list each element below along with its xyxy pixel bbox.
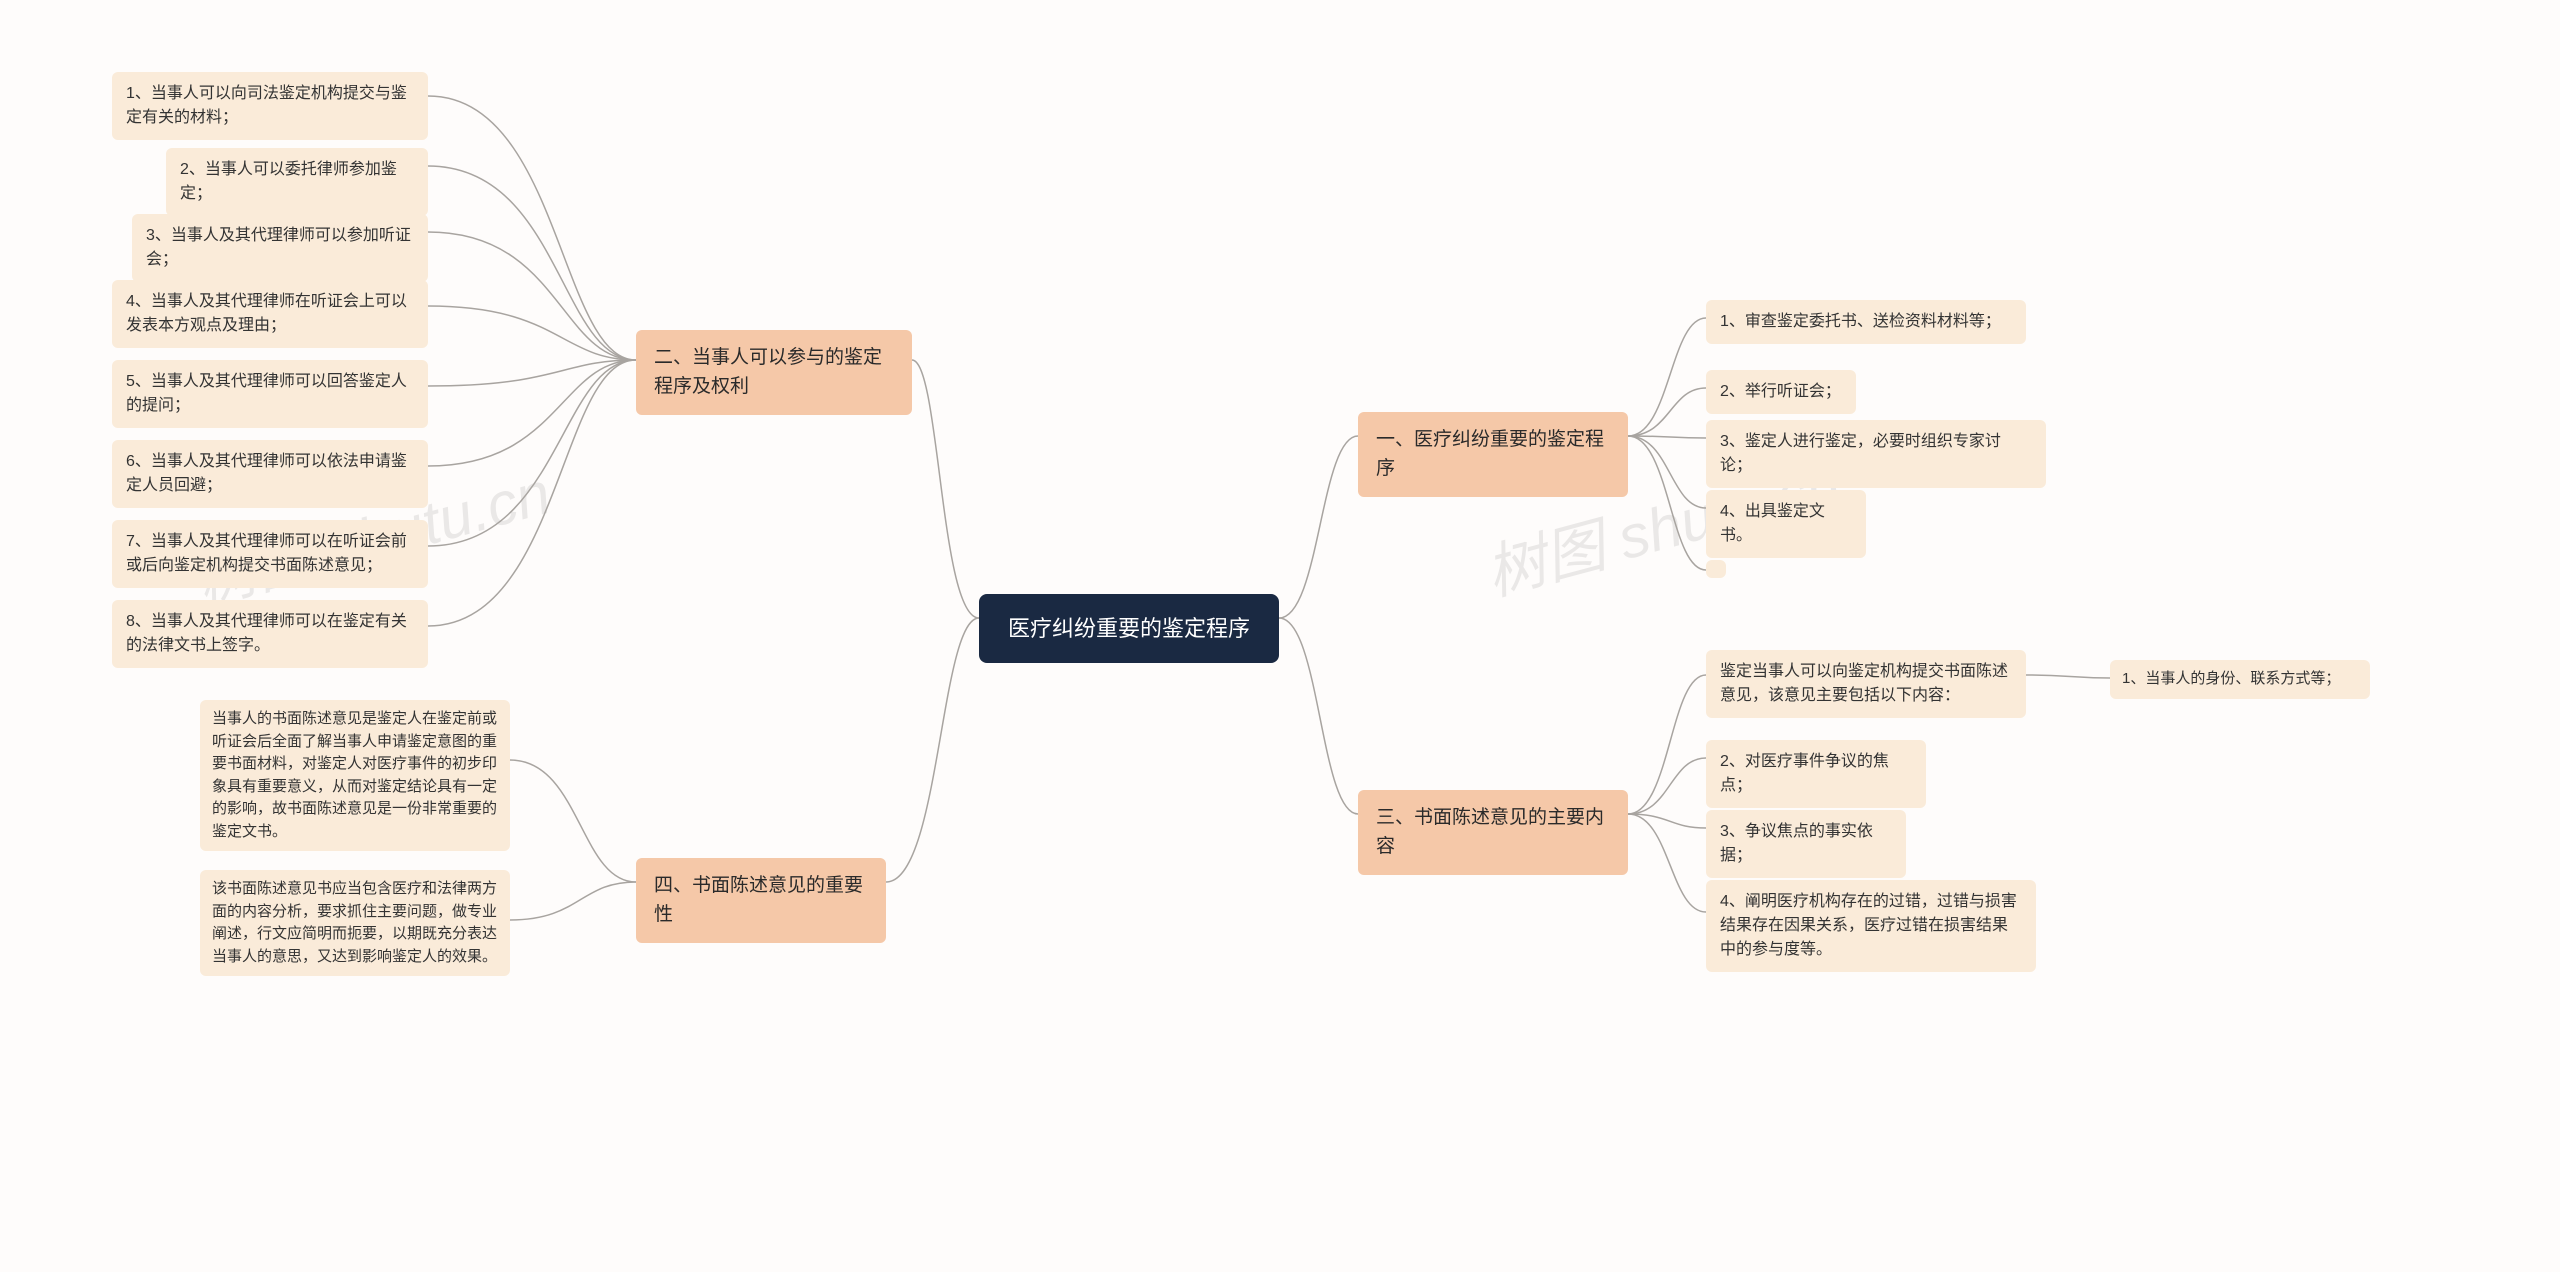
leaf-2-7[interactable]: 7、当事人及其代理律师可以在听证会前或后向鉴定机构提交书面陈述意见；: [112, 520, 428, 588]
leaf-1-4[interactable]: 4、出具鉴定文书。: [1706, 490, 1866, 558]
leaf-3-4[interactable]: 4、阐明医疗机构存在的过错，过错与损害结果存在因果关系，医疗过错在损害结果中的参…: [1706, 880, 2036, 972]
branch-1[interactable]: 一、医疗纠纷重要的鉴定程序: [1358, 412, 1628, 497]
leaf-1-2[interactable]: 2、举行听证会；: [1706, 370, 1856, 414]
branch-2[interactable]: 二、当事人可以参与的鉴定程序及权利: [636, 330, 912, 415]
leaf-2-1[interactable]: 1、当事人可以向司法鉴定机构提交与鉴定有关的材料；: [112, 72, 428, 140]
leaf-1-5-empty[interactable]: [1706, 560, 1726, 578]
branch-4[interactable]: 四、书面陈述意见的重要性: [636, 858, 886, 943]
leaf-2-8[interactable]: 8、当事人及其代理律师可以在鉴定有关的法律文书上签字。: [112, 600, 428, 668]
leaf-3-1[interactable]: 鉴定当事人可以向鉴定机构提交书面陈述意见，该意见主要包括以下内容：: [1706, 650, 2026, 718]
leaf-3-3[interactable]: 3、争议焦点的事实依据；: [1706, 810, 1906, 878]
mindmap-root[interactable]: 医疗纠纷重要的鉴定程序: [979, 594, 1279, 663]
leaf-4-1[interactable]: 当事人的书面陈述意见是鉴定人在鉴定前或听证会后全面了解当事人申请鉴定意图的重要书…: [200, 700, 510, 851]
leaf-2-3[interactable]: 3、当事人及其代理律师可以参加听证会；: [132, 214, 428, 282]
leaf-1-1[interactable]: 1、审查鉴定委托书、送检资料材料等；: [1706, 300, 2026, 344]
branch-3[interactable]: 三、书面陈述意见的主要内容: [1358, 790, 1628, 875]
leaf-1-3[interactable]: 3、鉴定人进行鉴定，必要时组织专家讨论；: [1706, 420, 2046, 488]
leaf-4-2[interactable]: 该书面陈述意见书应当包含医疗和法律两方面的内容分析，要求抓住主要问题，做专业阐述…: [200, 870, 510, 976]
leaf-3-1-1[interactable]: 1、当事人的身份、联系方式等；: [2110, 660, 2370, 699]
leaf-2-4[interactable]: 4、当事人及其代理律师在听证会上可以发表本方观点及理由；: [112, 280, 428, 348]
leaf-2-5[interactable]: 5、当事人及其代理律师可以回答鉴定人的提问；: [112, 360, 428, 428]
leaf-2-6[interactable]: 6、当事人及其代理律师可以依法申请鉴定人员回避；: [112, 440, 428, 508]
leaf-3-2[interactable]: 2、对医疗事件争议的焦点；: [1706, 740, 1926, 808]
leaf-2-2[interactable]: 2、当事人可以委托律师参加鉴定；: [166, 148, 428, 216]
